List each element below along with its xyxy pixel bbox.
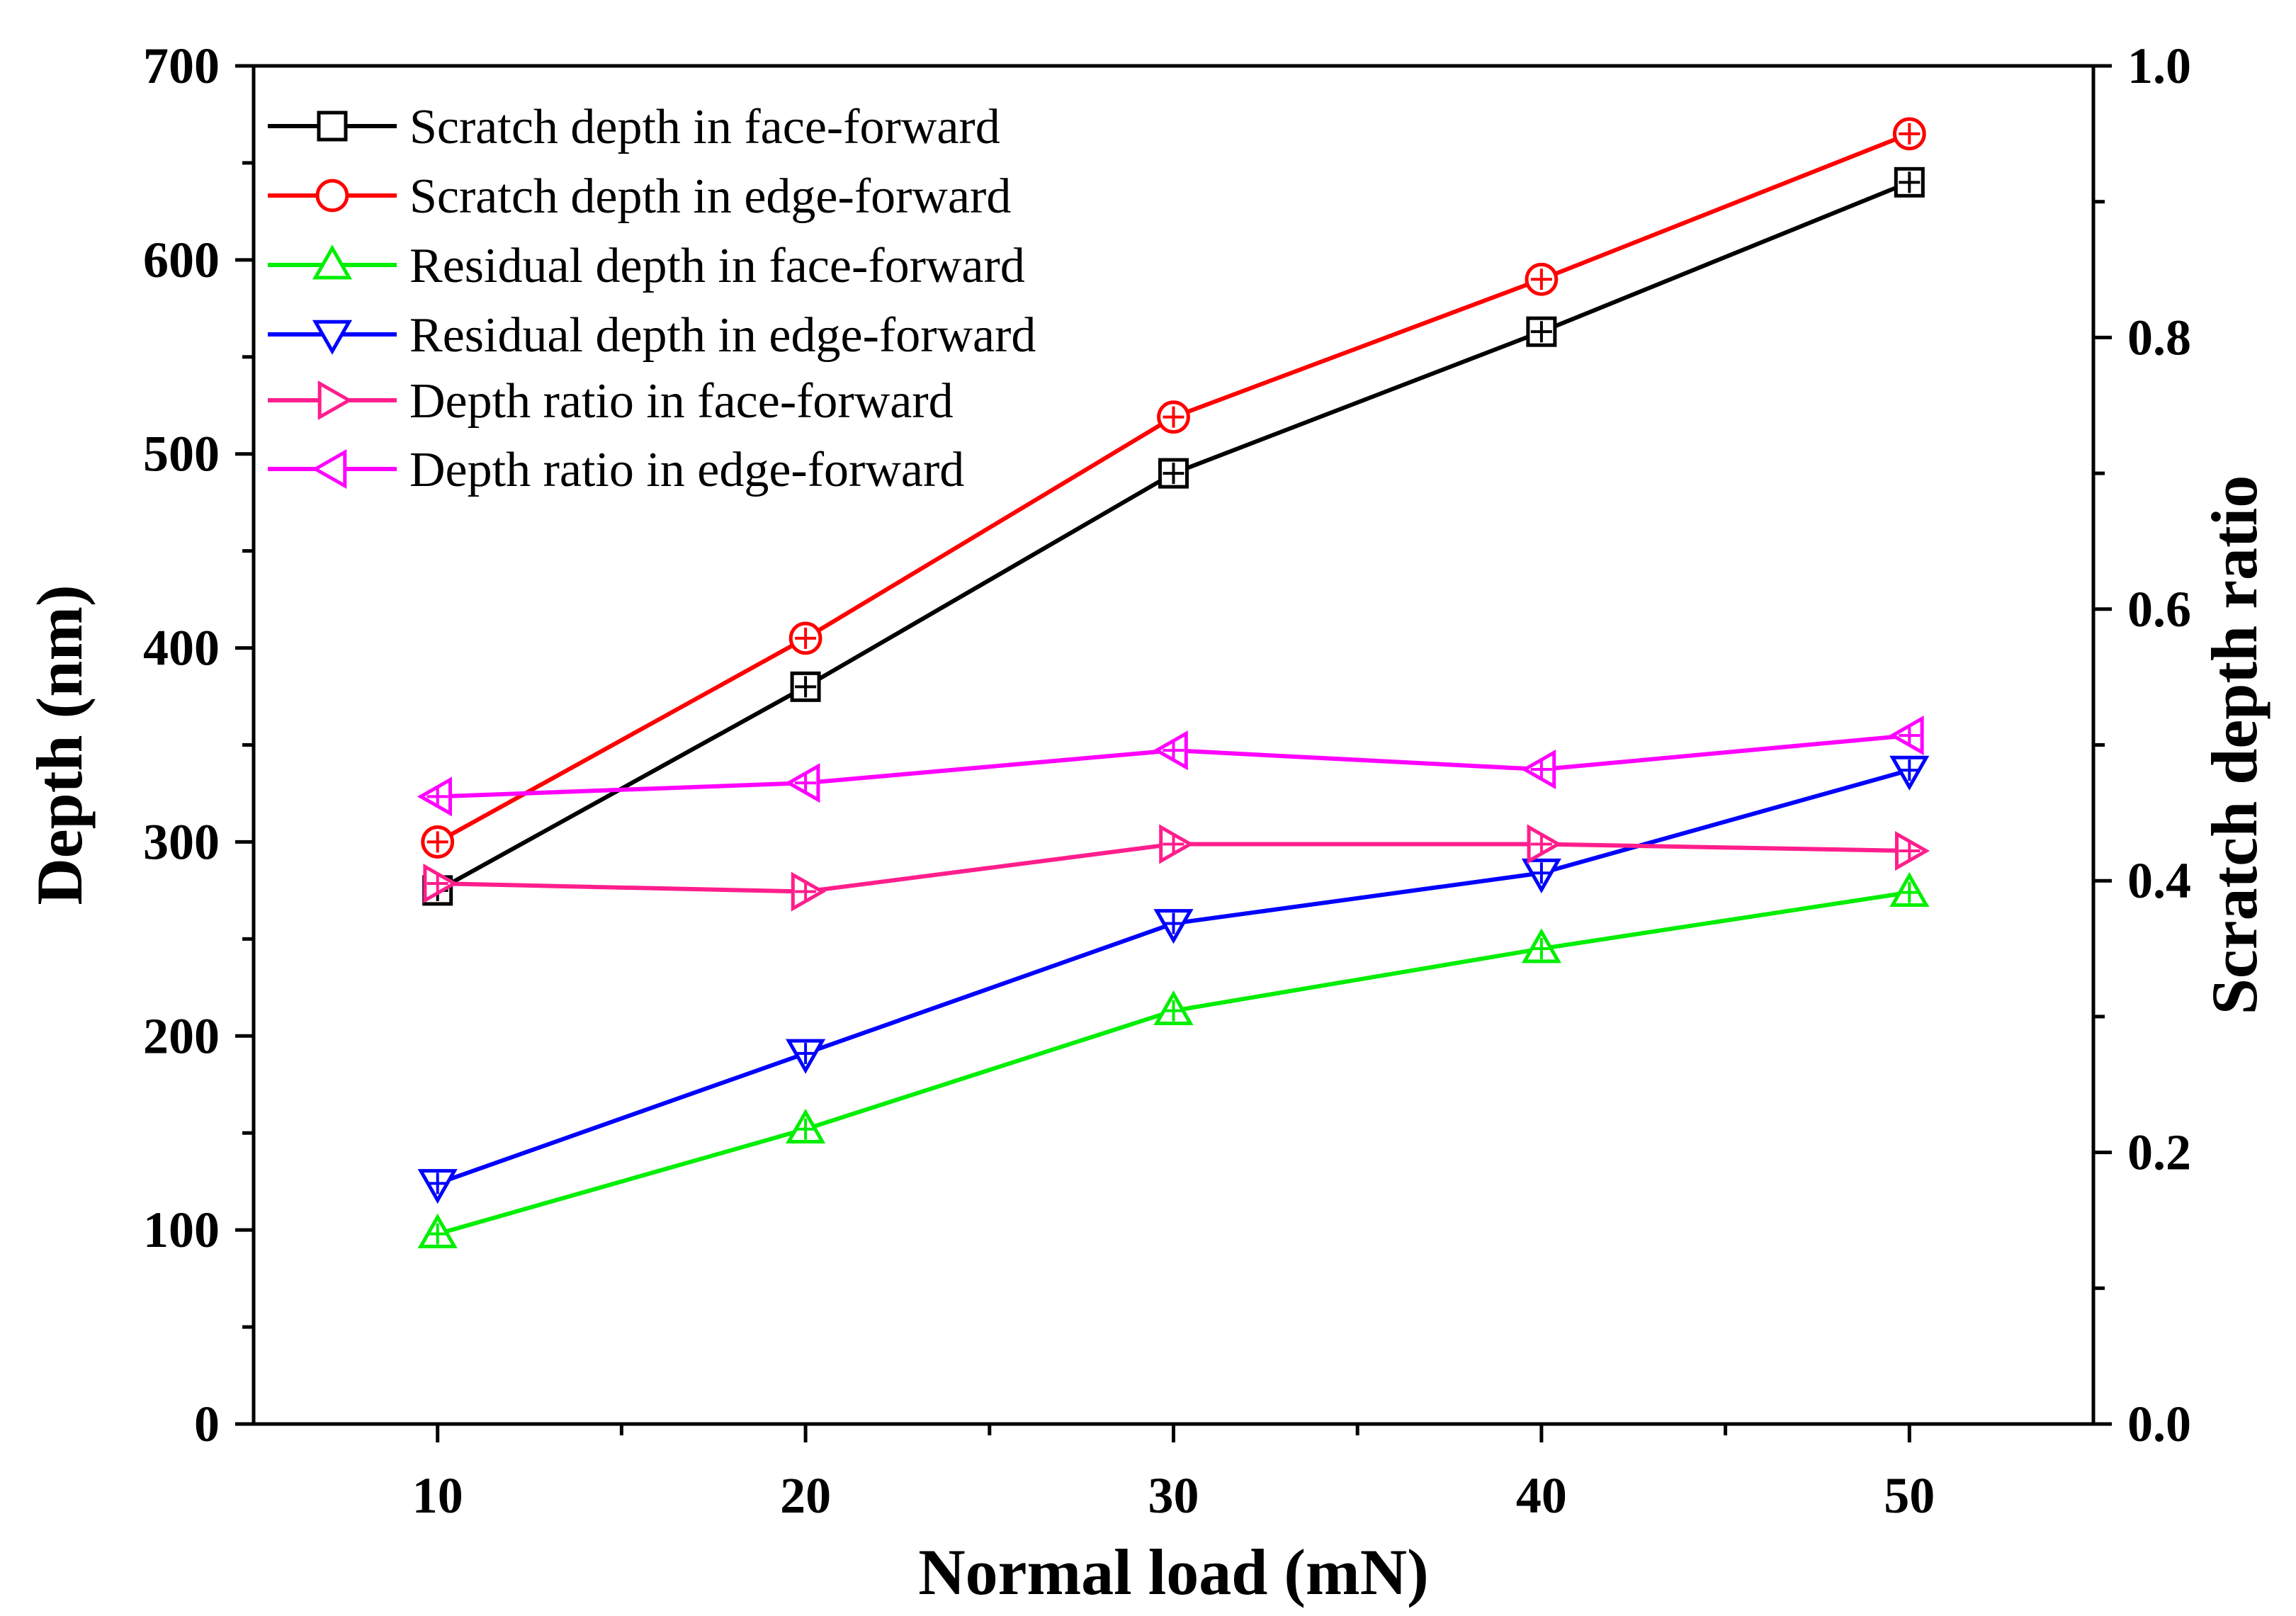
x-tick-label: 40: [1516, 1467, 1567, 1524]
y2-tick-label: 0.4: [2127, 852, 2191, 909]
legend-item: Residual depth in face-forward: [268, 239, 1025, 293]
series-4: [423, 824, 1930, 912]
x-tick-label: 50: [1884, 1467, 1935, 1524]
y-tick-label: 500: [143, 426, 220, 482]
legend-swatch-marker: [312, 320, 353, 355]
legend-item: Scratch depth in face-forward: [268, 100, 1000, 154]
series-line: [436, 768, 1911, 1186]
legend-label: Depth ratio in edge-forward: [409, 443, 964, 497]
legend-swatch-marker: [312, 244, 353, 280]
y2-tick-label: 0.0: [2127, 1396, 2191, 1452]
legend-label: Depth ratio in face-forward: [409, 374, 954, 429]
legend: Scratch depth in face-forward Scratch dep…: [268, 100, 1036, 497]
series-1: [421, 117, 1926, 859]
x-tick-label: 30: [1148, 1467, 1199, 1524]
legend-swatch-marker: [312, 448, 347, 490]
series-3: [417, 755, 1930, 1204]
x-axis-title: Normal load (mN): [918, 1536, 1429, 1608]
y-tick-label: 100: [143, 1202, 220, 1258]
y2-tick-label: 0.6: [2127, 581, 2191, 638]
legend-item: Residual depth in edge-forward: [268, 308, 1036, 363]
x-tick-label: 10: [412, 1467, 463, 1524]
y2-tick-label: 0.8: [2127, 309, 2191, 366]
x-tick-label: 20: [780, 1467, 831, 1524]
y-axis-title: Depth (nm): [23, 584, 96, 905]
legend-swatch-marker: [315, 179, 349, 213]
y-tick-label: 0: [194, 1396, 220, 1452]
y-tick-label: 600: [143, 232, 220, 288]
legend-item: Scratch depth in edge-forward: [268, 169, 1011, 224]
y-tick-label: 200: [143, 1007, 220, 1064]
y2-axis-title: Scratch depth ratio: [2198, 475, 2270, 1015]
legend-swatch-marker: [317, 111, 348, 142]
legend-label: Scratch depth in face-forward: [409, 100, 1000, 154]
legend-label: Scratch depth in edge-forward: [409, 169, 1011, 224]
legend-item: Depth ratio in edge-forward: [268, 443, 964, 497]
legend-label: Residual depth in edge-forward: [409, 308, 1036, 363]
legend-swatch-marker: [317, 380, 353, 421]
y2-tick-label: 1.0: [2127, 38, 2191, 94]
series-2: [417, 871, 1930, 1248]
series-layer: [417, 117, 1930, 1248]
legend-label: Residual depth in face-forward: [409, 239, 1025, 293]
axes-layer: 10 20 30 40 5001002003004005006007000.00.20.…: [143, 38, 2191, 1524]
legend-item: Depth ratio in face-forward: [268, 374, 954, 429]
y-tick-label: 400: [143, 620, 220, 677]
series-5: [417, 716, 1924, 817]
y-tick-label: 700: [143, 38, 220, 94]
y-tick-label: 300: [143, 813, 220, 870]
y2-tick-label: 0.2: [2127, 1124, 2191, 1181]
